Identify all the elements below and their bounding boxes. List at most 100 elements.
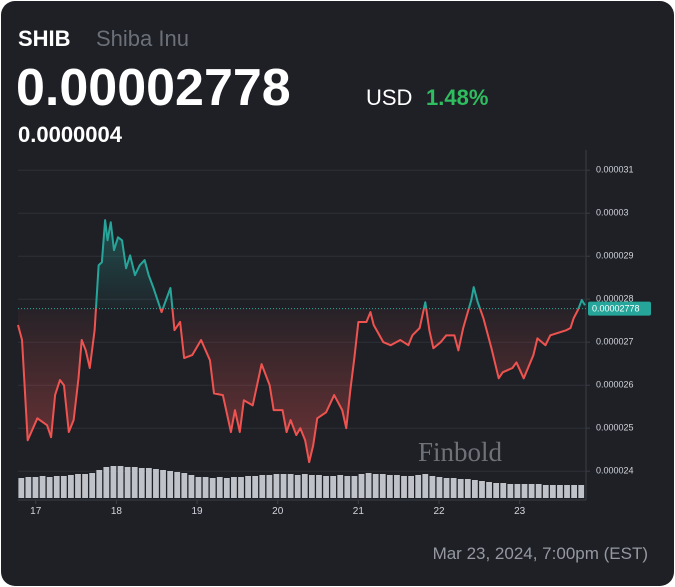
volume-bar	[330, 476, 337, 498]
price-tag-label: 0.00002778	[592, 304, 640, 314]
volume-bar	[124, 467, 131, 498]
volume-bar	[344, 476, 351, 498]
volume-bar	[280, 474, 287, 498]
volume-bar	[301, 474, 308, 498]
timestamp: Mar 23, 2024, 7:00pm (EST)	[433, 544, 648, 563]
volume-bar	[25, 477, 32, 498]
y-tick-label: 0.000029	[596, 251, 634, 261]
volume-bar	[379, 474, 386, 498]
volume-bar	[110, 466, 117, 498]
volume-bar	[96, 470, 103, 498]
volume-bar	[53, 476, 60, 498]
volume-bar	[60, 476, 67, 498]
volume-bar	[153, 469, 159, 498]
volume-bar	[181, 473, 188, 498]
y-tick-label: 0.00003	[596, 208, 629, 218]
volume-bar	[174, 472, 181, 498]
volume-bar	[571, 485, 578, 498]
volume-bar	[160, 470, 166, 498]
volume-bar	[386, 475, 393, 498]
volume-bar	[231, 477, 237, 498]
x-tick-label: 19	[191, 506, 203, 517]
volume-bar	[457, 479, 464, 498]
volume-bar	[245, 476, 251, 498]
volume-bar	[223, 478, 230, 498]
volume-bar	[195, 477, 202, 498]
volume-bar	[138, 468, 145, 498]
volume-bar	[394, 475, 400, 498]
volume-bar	[557, 485, 563, 498]
volume-bar	[578, 485, 585, 498]
change-percent: 1.48%	[426, 85, 488, 110]
volume-bar	[408, 476, 414, 498]
volume-bar	[68, 475, 74, 498]
y-tick-label: 0.000025	[596, 423, 634, 433]
volume-bar	[450, 478, 457, 498]
x-tick-label: 17	[30, 506, 42, 517]
volume-bar	[542, 485, 549, 498]
volume-bar	[500, 483, 507, 498]
volume-bar	[365, 473, 372, 498]
volume-bar	[521, 484, 528, 498]
volume-bar	[145, 468, 152, 498]
volume-bar	[75, 474, 81, 498]
volume-bar	[202, 477, 209, 498]
volume-bar	[549, 485, 556, 498]
volume-bar	[266, 475, 273, 498]
volume-bar	[564, 485, 570, 498]
volume-bar	[188, 475, 195, 498]
volume-bar	[528, 484, 535, 498]
volume-bar	[422, 474, 429, 498]
volume-bar	[351, 476, 358, 498]
price-tag	[588, 301, 651, 316]
volume-bar	[46, 477, 53, 498]
volume-bar	[323, 476, 329, 498]
volume-bar	[415, 475, 422, 498]
y-tick-label: 0.000026	[596, 380, 634, 390]
volume-bar	[316, 475, 322, 498]
y-tick-label: 0.000024	[596, 466, 634, 476]
volume-bar	[103, 467, 110, 498]
volume-bar	[493, 483, 500, 498]
volume-bar	[82, 474, 88, 498]
volume-bar	[464, 479, 471, 498]
volume-bar	[486, 482, 492, 498]
change: 0.0000004	[18, 122, 123, 147]
volume-bar	[273, 474, 280, 498]
volume-bar	[294, 475, 301, 498]
volume-bar	[401, 476, 407, 498]
volume-bar	[472, 480, 478, 498]
price: 0.00002778	[16, 59, 291, 117]
y-tick-label: 0.000027	[596, 337, 634, 347]
volume-bar	[443, 478, 450, 498]
x-tick-label: 23	[514, 506, 526, 517]
watermark: Finbold	[418, 437, 503, 467]
volume-bar	[252, 476, 259, 498]
volume-bar	[514, 484, 521, 498]
volume-bar	[429, 476, 436, 498]
volume-bar	[209, 478, 216, 498]
volume-bar	[39, 476, 46, 498]
plot: 0.000024 0.000025 0.000026 0.000027 0.000028…	[17, 150, 651, 517]
volume-bar	[479, 481, 485, 498]
x-tick-label: 22	[433, 506, 445, 517]
x-tick-label: 20	[272, 506, 284, 517]
volume-bar	[89, 473, 96, 498]
area-fill	[18, 220, 585, 463]
volume-bar	[337, 475, 344, 498]
volume-bar	[287, 474, 294, 498]
volume-bar	[372, 474, 379, 498]
volume-bar	[167, 471, 174, 498]
volume-bar	[32, 477, 39, 498]
volume-bar	[308, 475, 315, 498]
asset-name: Shiba Inu	[96, 26, 189, 51]
x-tick-label: 21	[353, 506, 365, 517]
volume-bar	[535, 484, 542, 498]
y-tick-label: 0.000028	[596, 294, 634, 304]
symbol: SHIB	[18, 26, 71, 51]
volume-bar	[259, 475, 266, 498]
x-tick-label: 18	[111, 506, 123, 517]
volume-bar	[216, 477, 223, 498]
